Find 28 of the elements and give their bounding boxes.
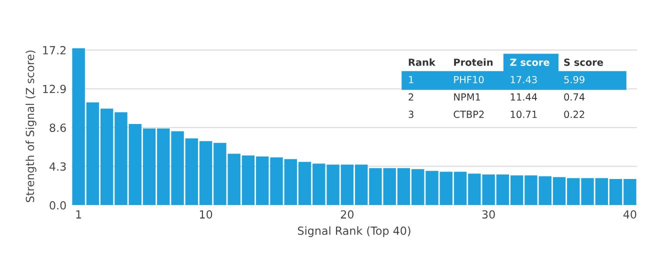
annotation: 11.44 — [510, 93, 538, 101]
y-tick-label: 12.9 — [43, 84, 66, 94]
y-axis-title: Strength of Signal (Z score) — [26, 50, 36, 202]
annotation: S score — [564, 58, 604, 66]
annotation: 2 — [408, 93, 414, 101]
x-axis-title: Signal Rank (Top 40) — [298, 226, 410, 238]
x-tick-label: 40 — [623, 210, 636, 219]
annotation: CTBP2 — [454, 110, 484, 118]
annotation: 17.43 — [510, 76, 537, 84]
y-tick-label: 8.6 — [50, 124, 66, 132]
x-tick-label: 30 — [482, 210, 495, 219]
annotation: 3 — [408, 110, 414, 118]
annotation: Z score — [510, 58, 550, 66]
annotation: Protein — [454, 58, 493, 66]
annotation: Rank — [408, 58, 436, 66]
annotation: 5.99 — [564, 76, 584, 84]
x-tick-label: 1 — [76, 210, 82, 218]
annotation: NPM1 — [454, 93, 480, 101]
y-tick-label: 17.2 — [43, 46, 66, 54]
annotation: 0.22 — [564, 110, 584, 118]
annotation: 0.74 — [564, 93, 585, 101]
x-tick-label: 20 — [340, 210, 354, 219]
annotation: 1 — [409, 76, 414, 84]
annotation: PHF10 — [454, 76, 484, 84]
y-tick-label: 4.3 — [50, 162, 66, 171]
x-tick-label: 10 — [200, 210, 212, 219]
y-tick-label: 0.0 — [50, 201, 66, 210]
annotation: 10.71 — [510, 110, 537, 118]
